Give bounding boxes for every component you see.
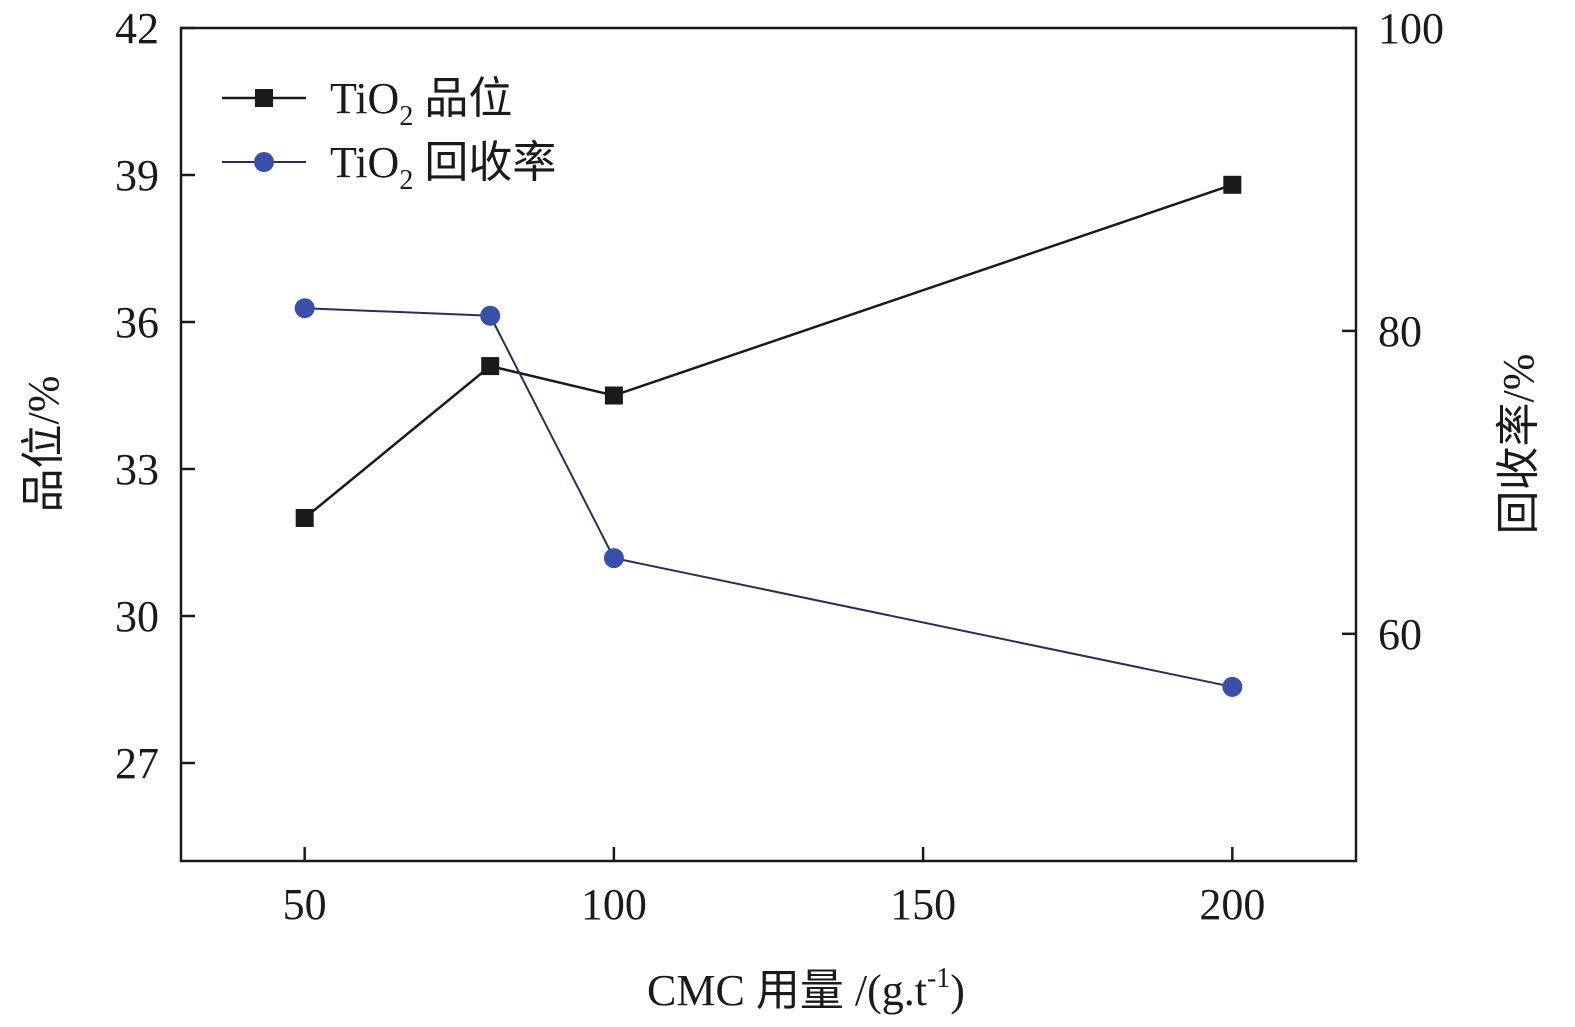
left-y-tick-label: 33 <box>115 445 159 494</box>
legend-recovery-label: TiO2 回收率 <box>330 138 556 196</box>
data-point-recovery <box>480 305 501 326</box>
data-point-recovery <box>294 298 315 319</box>
legend-recovery-label-base: TiO <box>330 138 399 187</box>
x-tick-label: 50 <box>283 880 327 929</box>
left-y-tick-label: 27 <box>115 739 159 788</box>
data-point-recovery <box>603 548 624 569</box>
plot-frame <box>179 26 1358 863</box>
left-y-axis-ticks: 27 30 33 36 39 42 <box>115 4 195 788</box>
legend-grade-label-rest: 品位 <box>413 74 512 123</box>
legend-recovery-marker <box>254 152 274 172</box>
legend-recovery-label-sub: 2 <box>399 165 413 196</box>
data-point-recovery <box>1222 676 1243 697</box>
data-point-grade <box>481 357 500 376</box>
legend-grade-label: TiO2 品位 <box>330 74 512 132</box>
data-point-grade <box>604 386 623 405</box>
left-y-tick-label: 39 <box>115 151 159 200</box>
legend-grade-label-base: TiO <box>330 74 399 123</box>
data-point-grade <box>1223 175 1242 194</box>
x-axis-title: CMC 用量 /(g.t-1) <box>647 963 965 1015</box>
legend-recovery-label-rest: 回收率 <box>413 138 556 187</box>
x-tick-label: 100 <box>581 880 647 929</box>
legend-grade-label-sub: 2 <box>399 101 413 132</box>
left-y-tick-label: 30 <box>115 592 159 641</box>
x-tick-label: 150 <box>890 880 956 929</box>
x-tick-label: 200 <box>1199 880 1265 929</box>
x-axis-title-tail: ) <box>950 966 965 1015</box>
series-layer <box>294 175 1243 697</box>
right-y-tick-label: 100 <box>1378 4 1444 53</box>
x-axis-ticks: 50 100 150 200 <box>283 847 1265 929</box>
left-y-axis-title: 品位/% <box>19 376 68 513</box>
right-y-tick-label: 80 <box>1378 307 1422 356</box>
left-y-tick-label: 42 <box>115 4 159 53</box>
legend: TiO2 品位 TiO2 回收率 <box>222 74 556 196</box>
legend-grade-marker <box>255 89 273 107</box>
right-y-axis-ticks: 60 80 100 <box>1342 4 1444 659</box>
left-y-tick-label: 36 <box>115 298 159 347</box>
x-axis-title-sup: -1 <box>927 963 950 994</box>
series-line-recovery <box>304 307 1233 688</box>
right-y-axis-title: 回收率/% <box>1494 354 1543 535</box>
right-y-tick-label: 60 <box>1378 610 1422 659</box>
data-point-grade <box>295 509 314 527</box>
x-axis-title-main: CMC 用量 /(g.t <box>647 966 927 1015</box>
series-line-grade <box>303 183 1233 519</box>
